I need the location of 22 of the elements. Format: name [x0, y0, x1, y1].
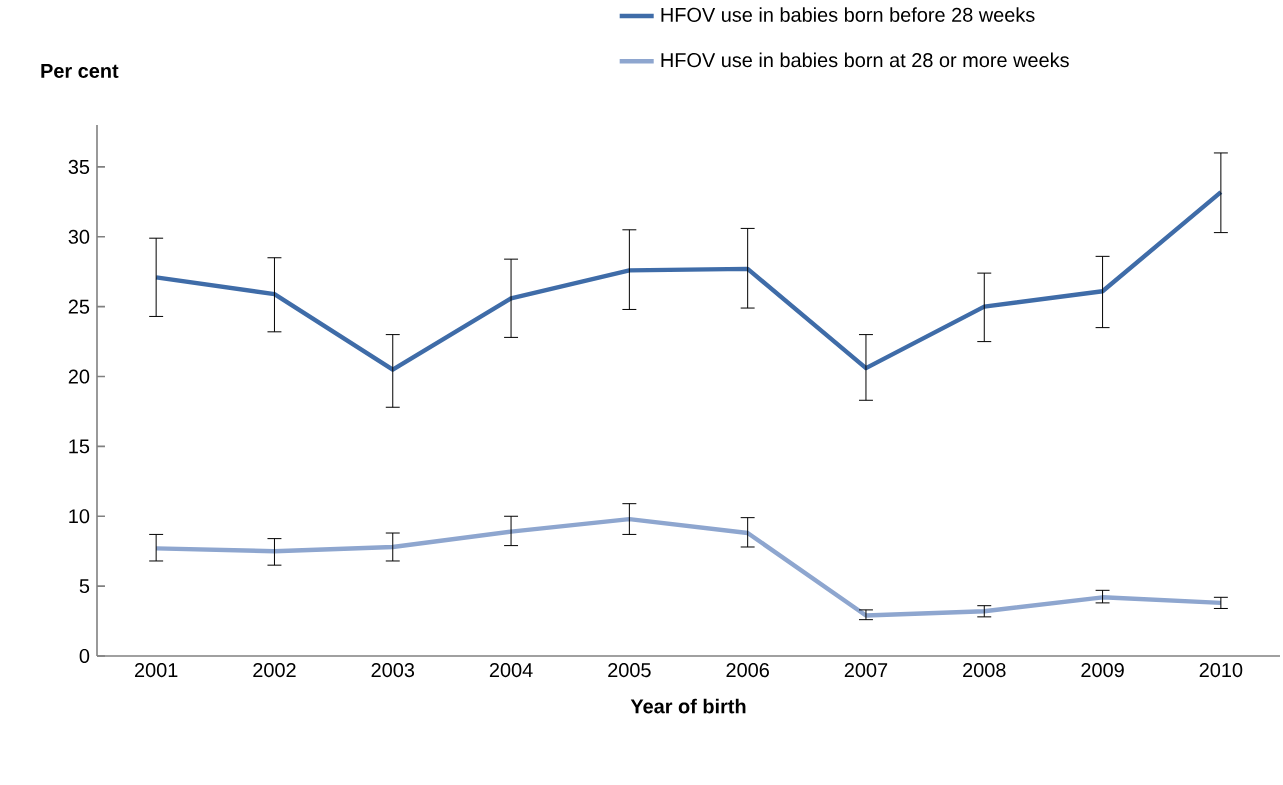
y-tick-label: 30	[68, 229, 90, 244]
x-tick-label: 2001	[134, 663, 178, 678]
y-tick-label: 20	[68, 369, 90, 384]
legend-label: HFOV use in babies born before 28 weeks	[661, 7, 1035, 22]
x-tick-label: 2007	[844, 663, 888, 678]
y-tick-label: 10	[69, 509, 90, 524]
y-tick-label: 15	[69, 439, 90, 454]
legend-label: HFOV use in babies born at 28 or more weeks	[661, 52, 1069, 68]
x-tick-label: 2010	[1199, 663, 1243, 678]
x-axis-title: Year of birth	[630, 698, 746, 714]
x-tick-label: 2006	[726, 663, 769, 678]
y-tick-label: 0	[79, 648, 90, 664]
x-tick-label: 2004	[489, 663, 533, 678]
y-tick-label: 35	[68, 159, 90, 174]
x-tick-label: 2009	[1081, 663, 1124, 678]
x-tick-label: 2003	[371, 663, 415, 678]
x-tick-label: 2005	[608, 663, 651, 678]
x-tick-label: 2008	[963, 663, 1006, 678]
y-tick-label: 5	[79, 579, 90, 594]
y-axis-title: Per cent	[41, 64, 119, 78]
x-tick-label: 2002	[253, 663, 296, 678]
y-tick-label: 25	[68, 299, 90, 314]
